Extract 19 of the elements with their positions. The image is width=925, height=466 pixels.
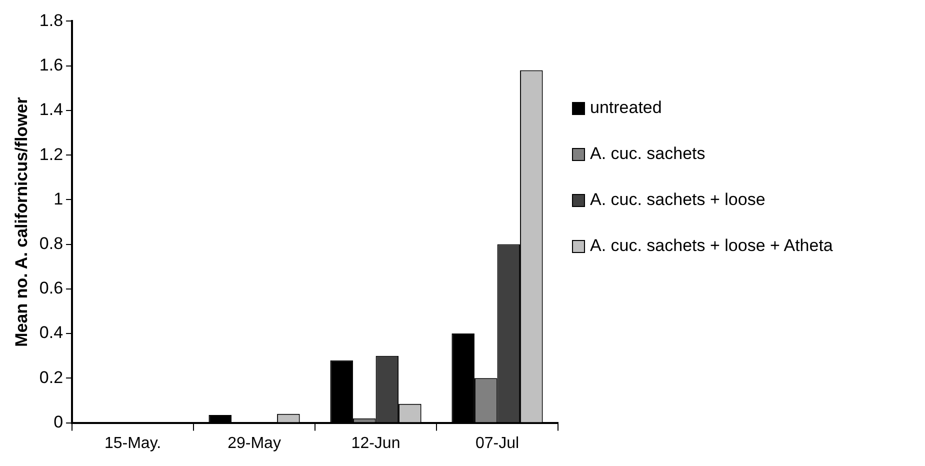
y-axis-title: Mean no. A. californicus/flower <box>12 96 31 347</box>
legend-label: A. cuc. sachets + loose + Atheta <box>590 236 833 256</box>
legend-label: A. cuc. sachets <box>590 144 706 164</box>
x-tick-label: 12-Jun <box>351 434 400 452</box>
y-tick-label: 0.2 <box>39 368 64 387</box>
x-tick-label: 15-May. <box>104 434 162 452</box>
y-tick-label: 1 <box>54 189 64 208</box>
legend-label: untreated <box>590 98 662 118</box>
legend-label: A. cuc. sachets + loose <box>590 190 766 210</box>
y-tick-label: 1.8 <box>39 10 64 30</box>
y-tick-label: 0.4 <box>39 323 64 342</box>
x-tick-label: 07-Jul <box>475 434 520 452</box>
y-tick-label: 0 <box>54 412 64 432</box>
y-tick-label: 1.6 <box>39 56 64 75</box>
y-tick-label: 0.8 <box>39 234 64 253</box>
y-tick-label: 1.2 <box>39 144 64 164</box>
x-tick-label: 29-May <box>228 434 281 452</box>
y-tick-label: 0.6 <box>39 278 64 298</box>
y-tick-label: 1.4 <box>39 100 64 120</box>
